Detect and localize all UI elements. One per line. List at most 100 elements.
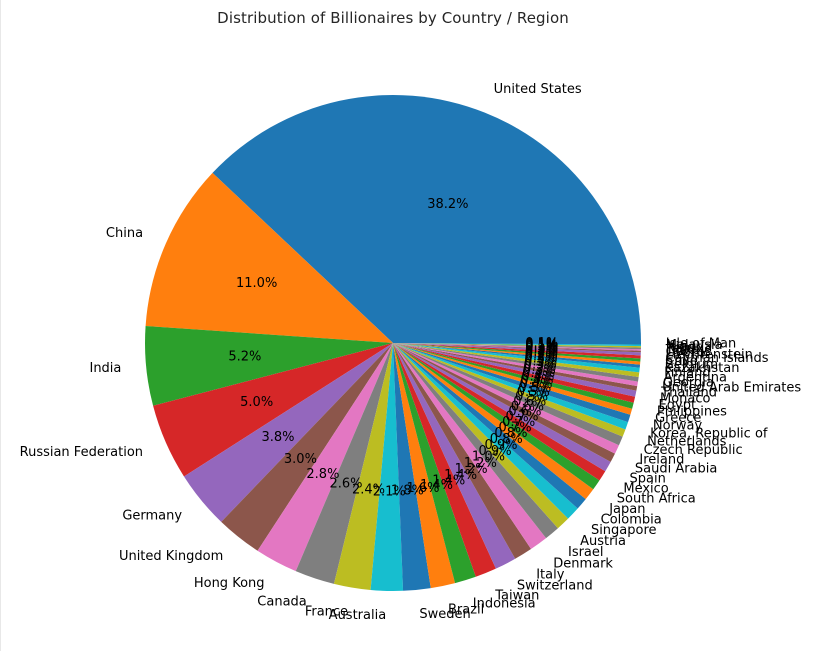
pct-label-singapore: 0.9% — [484, 438, 517, 453]
category-label-russian-federation: Russian Federation — [20, 445, 143, 460]
category-label-israel: Israel — [568, 545, 604, 560]
pct-label-china: 11.0% — [236, 276, 277, 291]
pct-label-russian-federation: 5.0% — [240, 395, 273, 410]
pie-slice-colombia — [393, 343, 586, 509]
category-label-france: France — [305, 605, 348, 620]
pie-slices — [145, 95, 642, 592]
pct-label-france: 2.4% — [352, 482, 385, 497]
pct-label-united-kingdom: 3.0% — [284, 452, 317, 467]
category-label-argentina: Argentina — [664, 370, 727, 385]
category-label-sweden: Sweden — [419, 607, 470, 622]
category-label-malaysia: Malaysia — [666, 338, 723, 353]
pct-label-brazil: 1.6% — [406, 481, 439, 496]
pct-label-ireland: 0.6% — [511, 399, 544, 414]
pie-slice-canada — [295, 343, 393, 584]
pct-label-saudi-arabia: 0.6% — [508, 404, 541, 419]
category-label-spain: Spain — [630, 471, 666, 486]
pie-slice-korea-republic-of — [393, 343, 629, 430]
category-label-singapore: Singapore — [591, 523, 657, 538]
category-label-hong-kong: Hong Kong — [194, 576, 265, 591]
pct-label-philippines: 0.4% — [520, 373, 553, 388]
pie-slice-belgium — [393, 343, 641, 365]
pie-slice-egypt — [393, 343, 636, 403]
category-label-nigeria: Nigeria — [666, 340, 713, 355]
pct-label-switzerland: 1.4% — [444, 468, 477, 483]
pie-slice-peru — [393, 343, 641, 350]
category-label-isle-of-man: Isle of Man — [666, 336, 736, 351]
pie-slice-isle-of-man — [393, 343, 642, 345]
left-border — [0, 0, 1, 651]
pct-label-sweden: 1.8% — [391, 484, 424, 499]
pie-slice-china — [145, 172, 393, 343]
pie-slice-austria — [393, 343, 569, 529]
category-label-ireland: Ireland — [639, 453, 684, 468]
pie-slice-malaysia — [393, 343, 641, 347]
category-label-egypt: Egypt — [659, 398, 697, 413]
pct-label-germany: 3.8% — [261, 430, 294, 445]
category-label-brazil: Brazil — [448, 603, 484, 618]
percent-labels: 38.2% 11.0% 5.2% 5.0% 3.8% 3.0%2.8%2.6%2.4%2.… — [228, 197, 558, 499]
pie-slice-ireland — [393, 343, 619, 454]
pct-label-italy: 1.2% — [455, 462, 488, 477]
category-label-belgium: Belgium — [665, 358, 718, 373]
pct-label-liechtenstein: 0.2% — [525, 342, 558, 357]
pct-label-indonesia: 1.4% — [420, 478, 453, 493]
pie-slice-india — [145, 325, 393, 406]
category-label-united-kingdom: United Kingdom — [119, 549, 223, 564]
pct-label-hong-kong: 2.8% — [306, 467, 339, 482]
category-label-netherlands: Netherlands — [647, 435, 726, 450]
category-label-greece: Greece — [655, 411, 701, 426]
pie-slice-united-kingdom — [221, 343, 393, 551]
category-label-italy: Italy — [536, 568, 565, 583]
pct-label-argentina: 0.3% — [524, 355, 557, 370]
category-label-turkey: Turkey — [665, 343, 709, 358]
pct-label-cyprus: 0.1% — [525, 341, 558, 356]
pie-slice-chile — [393, 343, 641, 362]
pie-slice-indonesia — [393, 343, 476, 584]
pie-slice-hong-kong — [257, 343, 393, 572]
pie-slice-united-states — [212, 95, 641, 343]
pct-label-israel: 1.0% — [472, 450, 505, 465]
category-label-norway: Norway — [653, 419, 703, 434]
pie-slice-germany — [183, 343, 393, 522]
category-label-cayman-islands: Cayman Islands — [665, 351, 768, 366]
category-label-korea-republic-of: Korea, Republic of — [650, 427, 768, 442]
pie-slice-sweden — [393, 343, 431, 591]
pie-slice-israel — [393, 343, 558, 539]
pct-label-peru: 0.1% — [525, 339, 558, 354]
pie-slice-denmark — [393, 343, 547, 550]
pct-label-belgium: 0.2% — [525, 348, 558, 363]
pie-slice-italy — [393, 343, 532, 559]
pie-slice-saudi-arabia — [393, 343, 615, 462]
pct-label-austria: 0.9% — [479, 444, 512, 459]
pct-label-finland: 0.3% — [524, 352, 557, 367]
pie-slice-taiwan — [393, 343, 496, 577]
category-label-kazakhstan: Kazakhstan — [665, 361, 740, 376]
pie-slice-brazil — [393, 343, 456, 589]
category-label-india: India — [89, 361, 121, 376]
pie-slice-argentina — [393, 343, 640, 377]
pie-slice-thailand — [393, 343, 638, 391]
pct-label-czech-republic: 0.6% — [513, 394, 546, 409]
pie-slice-norway — [393, 343, 631, 423]
category-label-finland: Finland — [664, 365, 710, 380]
category-label-germany: Germany — [122, 509, 182, 524]
category-label-mexico: Mexico — [623, 482, 668, 497]
pie-slice-nigeria — [393, 343, 641, 348]
chart-title: Distribution of Billionaires by Country … — [217, 9, 569, 27]
category-label-canada: Canada — [257, 594, 306, 609]
category-label-denmark: Denmark — [553, 556, 613, 571]
pie-slice-cyprus — [393, 343, 641, 353]
category-label-colombia: Colombia — [601, 512, 662, 527]
pct-label-canada: 2.6% — [329, 477, 362, 492]
pie-slice-cayman-islands — [393, 343, 641, 359]
category-label-indonesia: Indonesia — [473, 596, 536, 611]
pct-label-georgia: 0.3% — [524, 357, 557, 372]
pct-label-japan: 0.8% — [494, 426, 527, 441]
pie-slice-russian-federation — [153, 343, 393, 477]
pct-label-thailand: 0.3% — [523, 363, 556, 378]
pie-slice-liechtenstein — [393, 343, 641, 356]
category-label-thailand: Thailand — [660, 385, 717, 400]
pct-label-chile: 0.2% — [525, 346, 558, 361]
